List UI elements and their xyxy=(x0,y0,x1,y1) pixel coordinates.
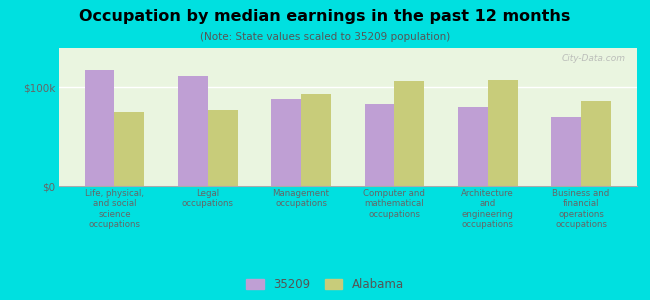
Bar xyxy=(488,80,517,186)
Bar xyxy=(84,70,114,186)
Bar xyxy=(208,110,238,186)
Bar xyxy=(581,101,611,186)
Legend: 35209, Alabama: 35209, Alabama xyxy=(246,278,404,291)
Bar xyxy=(365,104,395,186)
Bar xyxy=(114,112,144,186)
Bar xyxy=(395,80,424,186)
Text: Occupation by median earnings in the past 12 months: Occupation by median earnings in the pas… xyxy=(79,9,571,24)
Text: (Note: State values scaled to 35209 population): (Note: State values scaled to 35209 popu… xyxy=(200,32,450,41)
Text: City-Data.com: City-Data.com xyxy=(562,53,625,62)
Bar xyxy=(551,117,581,186)
Bar xyxy=(458,107,488,186)
Bar xyxy=(301,94,331,186)
Bar xyxy=(271,99,301,186)
Bar xyxy=(178,76,208,186)
